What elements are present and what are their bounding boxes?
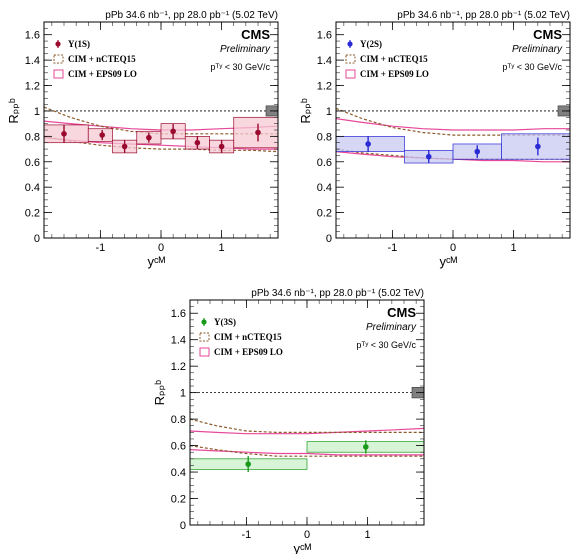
- data-point: [255, 129, 261, 136]
- x-axis-label: yᶜᴹ: [147, 254, 165, 269]
- y-axis-label: Rₚₚᵇ: [152, 380, 167, 406]
- y-tick-label: 0.2: [25, 208, 40, 220]
- legend-swatch-ncteq15: [53, 54, 64, 64]
- legend-entry-ncteq15: CIM + nCTEQ15: [214, 332, 282, 342]
- x-tick-label: -1: [95, 242, 105, 254]
- lumi-label: pPb 34.6 nb⁻¹, pp 28.0 pb⁻¹ (5.02 TeV): [105, 10, 278, 21]
- y-tick-label: 0: [326, 233, 332, 245]
- y-tick-label: 1.6: [171, 308, 186, 320]
- lumi-label: pPb 34.6 nb⁻¹, pp 28.0 pb⁻¹ (5.02 TeV): [397, 10, 570, 21]
- data-point: [535, 143, 541, 150]
- legend-entry-eps09: CIM + EPS09 LO: [360, 69, 429, 79]
- y-tick-label: 1.4: [317, 55, 332, 67]
- y-tick-label: 1: [326, 106, 332, 118]
- legend-entry-data: Υ(1S): [68, 39, 90, 49]
- legend-entry-eps09: CIM + EPS09 LO: [68, 69, 137, 79]
- legend-entry-data: Υ(2S): [360, 39, 382, 49]
- data-point: [365, 141, 371, 147]
- x-tick-label: 0: [158, 242, 164, 254]
- legend-marker: [55, 41, 61, 47]
- experiment-label: CMS: [533, 27, 562, 42]
- cut-label: pᵀʸ < 30 GeV/c: [210, 62, 270, 72]
- legend-swatch-eps09: [53, 69, 64, 79]
- ncteq15-lower-curve: [190, 445, 424, 457]
- y-tick-label: 1.6: [317, 30, 332, 42]
- plot-content: [336, 107, 570, 164]
- x-tick-label: 1: [511, 242, 517, 254]
- legend-swatch-eps09: [199, 347, 210, 357]
- data-point: [474, 148, 481, 155]
- y-tick-label: 1.2: [171, 361, 186, 373]
- y-axis-label: Rₚₚᵇ: [298, 98, 313, 124]
- y-tick-label: 0.4: [171, 467, 186, 479]
- chart-panel-2: pPb 34.6 nb⁻¹, pp 28.0 pb⁻¹ (5.02 TeV) 0 0…: [298, 10, 571, 269]
- y-tick-label: 0.2: [171, 494, 186, 506]
- x-tick-label: 1: [219, 242, 225, 254]
- y-tick-label: 1.2: [25, 81, 40, 93]
- lumi-label: pPb 34.6 nb⁻¹, pp 28.0 pb⁻¹ (5.02 TeV): [251, 288, 424, 299]
- y-tick-label: 0.6: [171, 441, 186, 453]
- legend-marker: [201, 319, 207, 325]
- data-point: [170, 128, 176, 135]
- chart-panel-1: pPb 34.6 nb⁻¹, pp 28.0 pb⁻¹ (5.02 TeV) 0 0…: [6, 10, 279, 269]
- y-tick-label: 0.6: [317, 157, 332, 169]
- chart-panel-3: pPb 34.6 nb⁻¹, pp 28.0 pb⁻¹ (5.02 TeV) 0 0…: [152, 288, 425, 554]
- cut-label: pᵀʸ < 30 GeV/c: [356, 340, 416, 350]
- y-tick-label: 1.6: [25, 30, 40, 42]
- y-tick-label: 0.6: [25, 157, 40, 169]
- y-axis-label: Rₚₚᵇ: [6, 98, 21, 124]
- legend-marker: [347, 41, 353, 47]
- data-point: [121, 143, 128, 150]
- cut-label: pᵀʸ < 30 GeV/c: [502, 62, 562, 72]
- status-label: Preliminary: [220, 44, 271, 55]
- data-point: [425, 153, 432, 160]
- eps09-upper-curve: [336, 118, 570, 131]
- data-point: [363, 444, 369, 450]
- x-tick-label: -1: [387, 242, 397, 254]
- x-tick-label: 0: [450, 242, 456, 254]
- y-tick-label: 0.8: [171, 414, 186, 426]
- data-point: [194, 139, 201, 146]
- x-axis-label: yᶜᴹ: [439, 254, 457, 269]
- y-tick-label: 0: [180, 520, 186, 532]
- legend-entry-ncteq15: CIM + nCTEQ15: [360, 54, 428, 64]
- legend-entry-data: Υ(3S): [214, 317, 236, 327]
- x-tick-label: -1: [241, 529, 251, 541]
- x-tick-label: 0: [304, 529, 310, 541]
- legend-swatch-ncteq15: [345, 54, 356, 64]
- legend-swatch-ncteq15: [199, 332, 210, 342]
- y-tick-label: 0: [34, 233, 40, 245]
- experiment-label: CMS: [387, 305, 416, 320]
- legend-entry-eps09: CIM + EPS09 LO: [214, 347, 283, 357]
- ncteq15-upper-curve: [190, 418, 424, 433]
- legend-entry-ncteq15: CIM + nCTEQ15: [68, 54, 136, 64]
- y-tick-label: 0.4: [25, 182, 40, 194]
- data-point: [245, 461, 251, 467]
- y-tick-label: 0.8: [25, 131, 40, 143]
- eps09-upper-curve: [190, 427, 424, 435]
- y-tick-label: 1.4: [25, 55, 40, 67]
- y-tick-label: 1: [180, 388, 186, 400]
- data-point: [146, 134, 152, 141]
- y-tick-label: 1: [34, 106, 40, 118]
- status-label: Preliminary: [512, 44, 563, 55]
- y-tick-label: 1.2: [317, 81, 332, 93]
- status-label: Preliminary: [366, 322, 417, 333]
- x-tick-label: 1: [365, 529, 371, 541]
- plot-content: [190, 392, 424, 473]
- y-tick-label: 0.2: [317, 208, 332, 220]
- plot-content: [44, 106, 278, 154]
- data-point: [61, 131, 67, 137]
- y-tick-label: 0.4: [317, 182, 332, 194]
- experiment-label: CMS: [241, 27, 270, 42]
- y-tick-label: 0.8: [317, 131, 332, 143]
- data-point: [218, 143, 225, 150]
- ncteq15-upper-curve: [336, 107, 570, 136]
- y-tick-label: 1.4: [171, 335, 186, 347]
- x-axis-label: yᶜᴹ: [293, 541, 311, 554]
- data-point: [99, 132, 105, 138]
- legend-swatch-eps09: [345, 69, 356, 79]
